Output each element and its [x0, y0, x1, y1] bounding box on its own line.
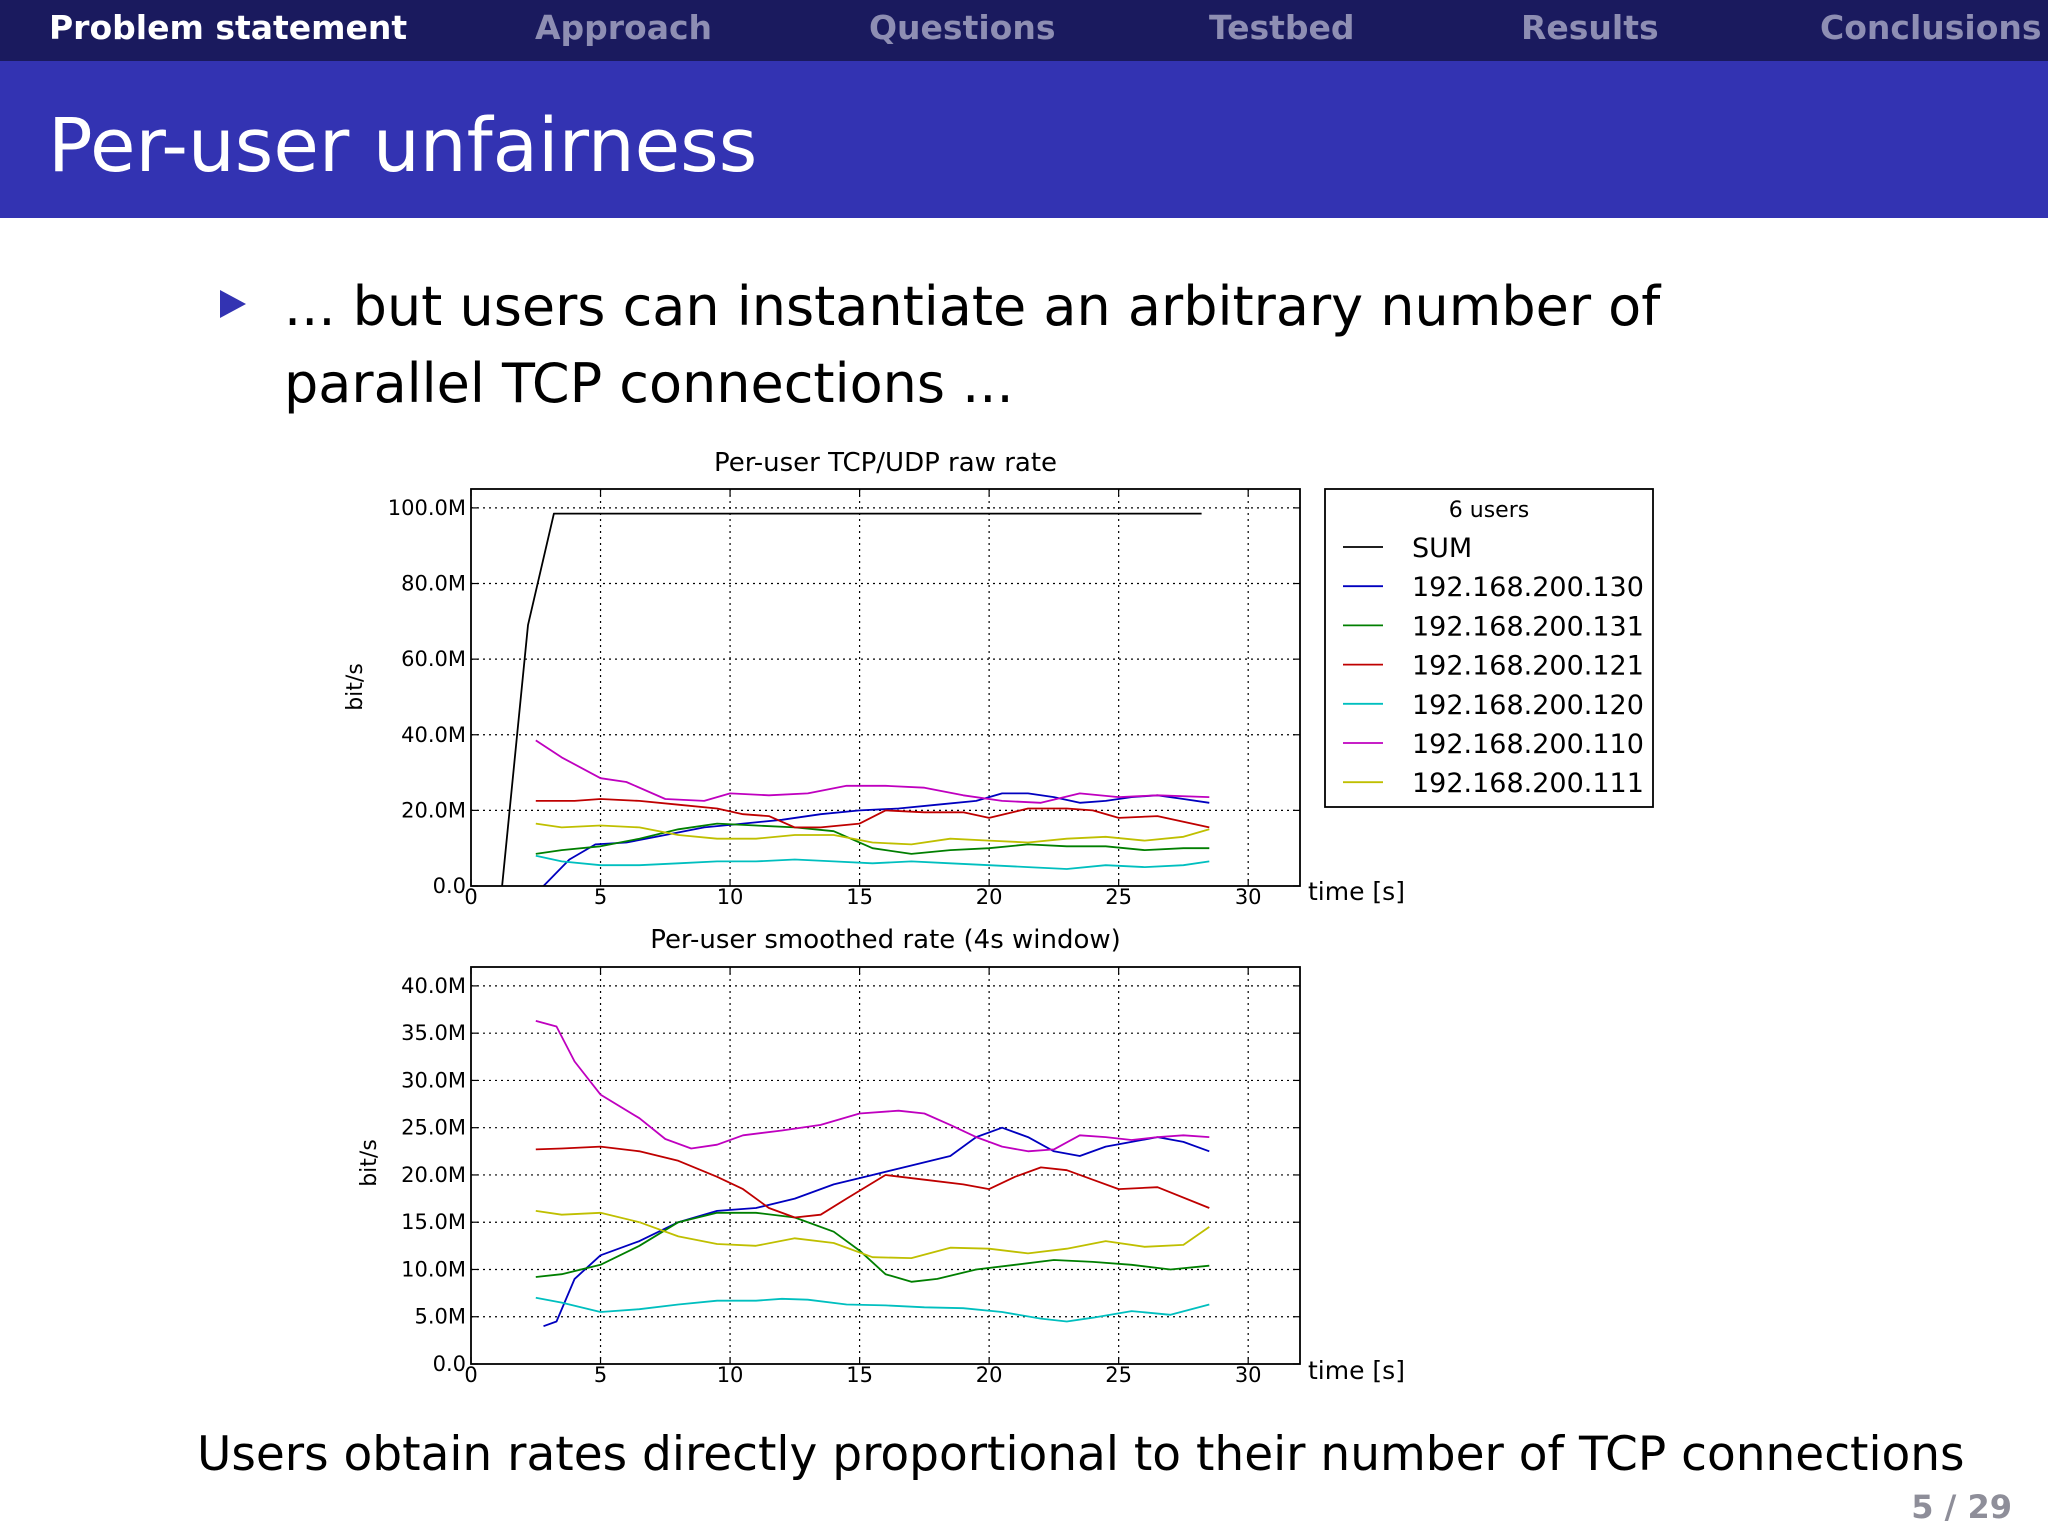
bullet-arrow-icon — [220, 290, 246, 318]
y-tick-label: 20.0M — [401, 798, 466, 822]
x-tick-label: 20 — [976, 885, 1003, 909]
y-tick-label: 100.0M — [388, 496, 466, 520]
x-tick-label: 10 — [717, 885, 744, 909]
x-tick-label: 5 — [594, 1363, 607, 1387]
x-tick-label: 25 — [1105, 1363, 1132, 1387]
y-tick-label: 5.0M — [414, 1305, 466, 1329]
plot-frame — [470, 966, 1301, 1365]
nav-item-approach[interactable]: Approach — [535, 8, 713, 47]
slide-title: Per-user unfairness — [48, 103, 758, 189]
legend-title: 6 users — [1449, 498, 1529, 523]
legend-entry: 192.168.200.111 — [1412, 768, 1644, 799]
x-axis-label: time [s] — [1308, 877, 1405, 906]
y-tick-label: 10.0M — [401, 1257, 466, 1281]
x-tick-label: 15 — [846, 885, 873, 909]
y-tick-label: 25.0M — [401, 1116, 466, 1140]
y-tick-label: 0.0 — [433, 1352, 466, 1376]
series-line — [535, 1145, 1210, 1219]
x-tick-label: 10 — [717, 1363, 744, 1387]
y-tick-label: 30.0M — [401, 1068, 466, 1092]
x-tick-label: 30 — [1235, 885, 1262, 909]
legend-entry: 192.168.200.131 — [1412, 611, 1644, 642]
plot-frame — [470, 488, 1301, 887]
y-axis-label: bit/s — [357, 1139, 382, 1187]
x-tick-label: 0 — [464, 885, 477, 909]
series-line — [501, 512, 1202, 887]
x-tick-label: 5 — [594, 885, 607, 909]
series-line — [535, 1210, 1210, 1259]
chart-title: Per-user smoothed rate (4s window) — [650, 925, 1121, 955]
legend-box — [1324, 488, 1654, 808]
legend-entry: SUM — [1412, 533, 1472, 564]
y-tick-label: 20.0M — [401, 1163, 466, 1187]
nav-item-questions[interactable]: Questions — [869, 8, 1056, 47]
series-line — [535, 798, 1210, 829]
x-tick-label: 15 — [846, 1363, 873, 1387]
legend-entry: 192.168.200.130 — [1412, 572, 1644, 603]
y-axis-label: bit/s — [343, 663, 368, 711]
x-tick-label: 0 — [464, 1363, 477, 1387]
series-line — [535, 1296, 1210, 1323]
page-number: 5 / 29 — [1911, 1488, 2012, 1526]
bullet-text: ... but users can instantiate an arbitra… — [284, 275, 1661, 415]
legend-entry: 192.168.200.120 — [1412, 690, 1644, 721]
series-line — [543, 1126, 1210, 1328]
nav-item-results[interactable]: Results — [1521, 8, 1659, 47]
y-tick-label: 40.0M — [401, 974, 466, 998]
nav-item-problem-statement[interactable]: Problem statement — [49, 8, 408, 47]
x-tick-label: 25 — [1105, 885, 1132, 909]
conclusion-text: Users obtain rates directly proportional… — [197, 1427, 1965, 1482]
y-tick-label: 60.0M — [401, 647, 466, 671]
y-tick-label: 15.0M — [401, 1210, 466, 1234]
series-line — [535, 1211, 1210, 1283]
series-line — [535, 854, 1210, 870]
series-line — [542, 792, 1210, 887]
y-tick-label: 35.0M — [401, 1021, 466, 1045]
series-line — [535, 822, 1210, 855]
y-tick-label: 40.0M — [401, 723, 466, 747]
legend-entry: 192.168.200.121 — [1412, 651, 1644, 682]
legend-entry: 192.168.200.110 — [1412, 729, 1644, 760]
series-line — [535, 822, 1210, 846]
y-tick-label: 0.0 — [433, 874, 466, 898]
y-tick-label: 80.0M — [401, 572, 466, 596]
series-line — [535, 1020, 1210, 1153]
x-tick-label: 20 — [976, 1363, 1003, 1387]
nav-item-testbed[interactable]: Testbed — [1209, 8, 1355, 47]
x-axis-label: time [s] — [1308, 1356, 1405, 1385]
navigation-bar: Problem statement Approach Questions Tes… — [0, 0, 2048, 61]
series-line — [535, 739, 1210, 804]
x-tick-label: 30 — [1235, 1363, 1262, 1387]
title-bar: Per-user unfairness — [0, 61, 2048, 218]
chart-title: Per-user TCP/UDP raw rate — [714, 448, 1057, 478]
nav-item-conclusions[interactable]: Conclusions — [1820, 8, 2042, 47]
